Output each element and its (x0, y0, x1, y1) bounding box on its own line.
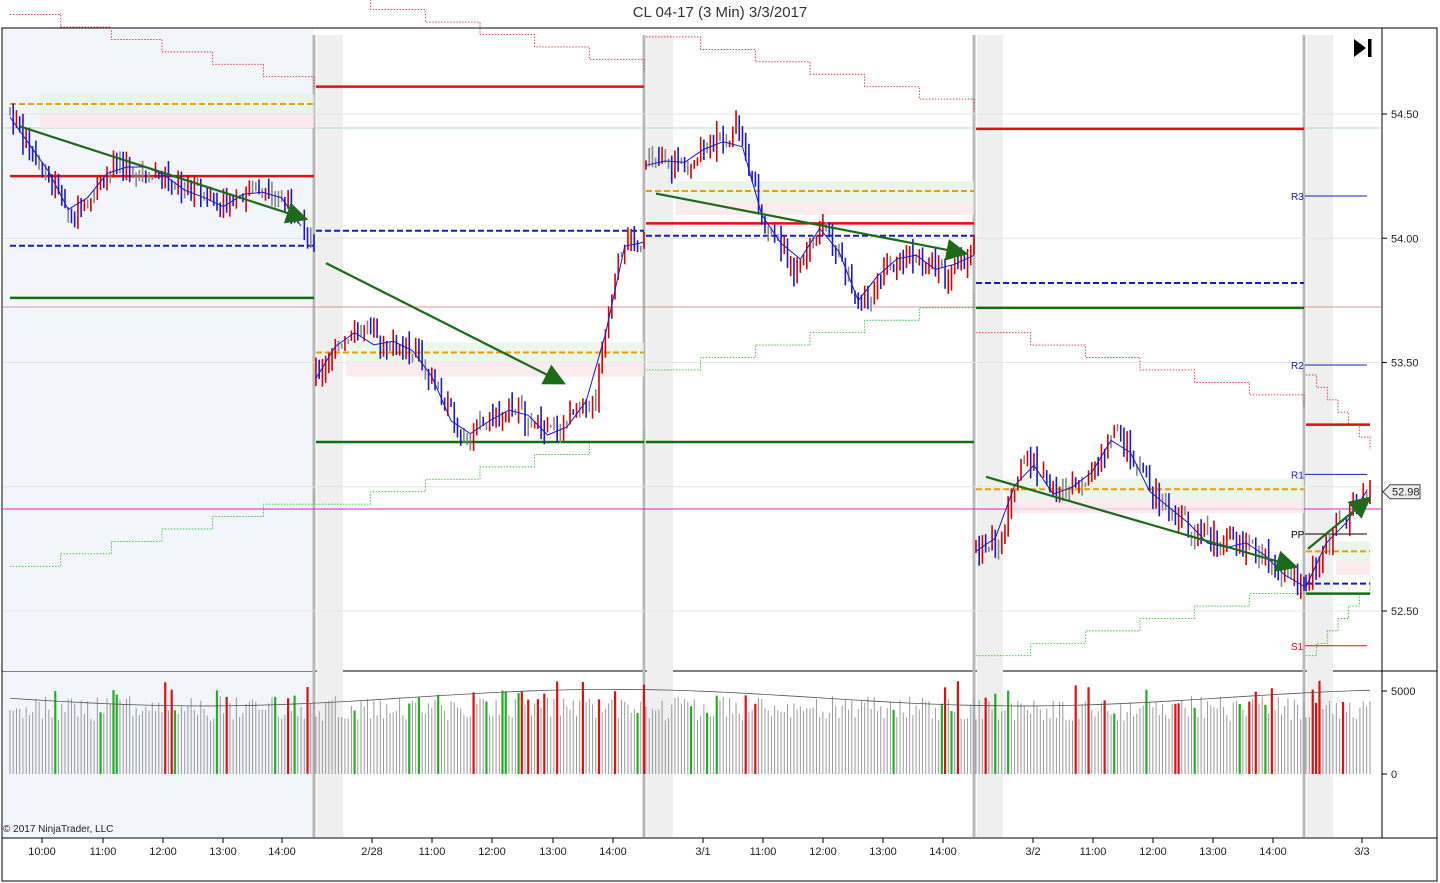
lower-channel (976, 581, 1305, 657)
level-layer: R3 R2 R1 PP S1 (10, 85, 1370, 653)
pivot-level-label-pp: PP (1291, 530, 1305, 541)
time-tick-label: 11:00 (90, 846, 117, 858)
lower-channel (316, 429, 645, 505)
session-open-shade (317, 35, 343, 837)
last-price-label: 52.98 (1392, 487, 1420, 499)
value-area-band (1336, 561, 1370, 576)
trend-arrow (655, 192, 969, 261)
zigzag-line (645, 141, 975, 302)
value-area-band (346, 362, 644, 377)
volume-bars (9, 680, 1371, 774)
time-tick-label: 13:00 (869, 846, 897, 858)
time-tick-label: 12:00 (1139, 846, 1167, 858)
upper-channel (646, 36, 975, 112)
volume-tick-label: 5000 (1391, 686, 1415, 698)
trend-arrow (19, 125, 309, 224)
background-layer (3, 29, 1333, 837)
trend-arrow (1307, 496, 1372, 550)
price-tick-label: 53.50 (1391, 358, 1419, 370)
zigzag-line (975, 439, 1305, 587)
value-area-band (1006, 479, 1304, 500)
time-tick-label: 12:00 (149, 846, 177, 858)
pre-session-shade (3, 29, 314, 671)
time-tick-label: 14:00 (1259, 846, 1287, 858)
time-tick-label: 11:00 (1080, 846, 1107, 858)
trend-arrow (325, 262, 566, 385)
time-tick-label: 10:00 (28, 846, 56, 858)
time-tick-label: 3/2 (1025, 846, 1040, 858)
value-area-band (676, 181, 974, 202)
pivot-level-label-r3: R3 (1291, 192, 1304, 203)
upper-channel (10, 14, 315, 90)
time-tick-label: 14:00 (929, 846, 957, 858)
time-tick-label: 11:00 (419, 846, 446, 858)
scroll-to-end-button[interactable] (1350, 36, 1376, 60)
axis-layer: 54.50 54.00 53.50 52.50 52.98 5000 0 10:00 11:00… (28, 109, 1421, 858)
volume-tick-label: 0 (1391, 769, 1397, 781)
session-open-shade (647, 35, 673, 837)
value-area-band (676, 200, 974, 215)
trend-arrows (19, 125, 1372, 572)
price-tick-label: 54.00 (1391, 233, 1419, 245)
trend-arrow (985, 475, 1299, 572)
zigzag-line (315, 241, 645, 436)
last-price-marker (1382, 484, 1421, 500)
upper-channel (1306, 374, 1371, 450)
time-tick-label: 13:00 (1199, 846, 1227, 858)
value-area-band (40, 114, 314, 128)
time-tick-label: 3/1 (695, 846, 710, 858)
pivot-level-label-r1: R1 (1291, 470, 1304, 481)
chart-frame (1, 27, 1438, 882)
play-end-icon (1354, 39, 1366, 57)
end-bar-icon (1368, 39, 1372, 57)
price-tick-label: 54.50 (1391, 109, 1419, 121)
time-tick-label: 14:00 (599, 846, 627, 858)
lower-channel (10, 491, 315, 567)
time-tick-label: 11:00 (750, 846, 777, 858)
band-layer (10, 0, 1371, 657)
time-tick-label: 14:00 (268, 846, 296, 858)
price-tick-label: 52.50 (1391, 606, 1419, 618)
value-area-band (346, 342, 644, 363)
time-tick-label: 3/3 (1354, 846, 1369, 858)
lower-channel (646, 295, 975, 371)
volume-average-line (9, 688, 1371, 707)
time-tick-label: 2/28 (361, 846, 382, 858)
time-tick-label: 12:00 (809, 846, 837, 858)
pivot-level-label-r2: R2 (1291, 361, 1304, 372)
value-area-band (1006, 499, 1304, 514)
session-open-shade (977, 35, 1003, 837)
time-tick-label: 13:00 (539, 846, 567, 858)
copyright-text: © 2017 NinjaTrader, LLC (3, 824, 114, 835)
upper-channel (976, 332, 1305, 408)
time-tick-label: 12:00 (478, 846, 506, 858)
chart-title: CL 04-17 (3 Min) 3/3/2017 (632, 4, 808, 21)
pivot-level-label-s1: S1 (1291, 642, 1304, 653)
upper-channel (370, 0, 645, 72)
time-tick-label: 13:00 (209, 846, 237, 858)
